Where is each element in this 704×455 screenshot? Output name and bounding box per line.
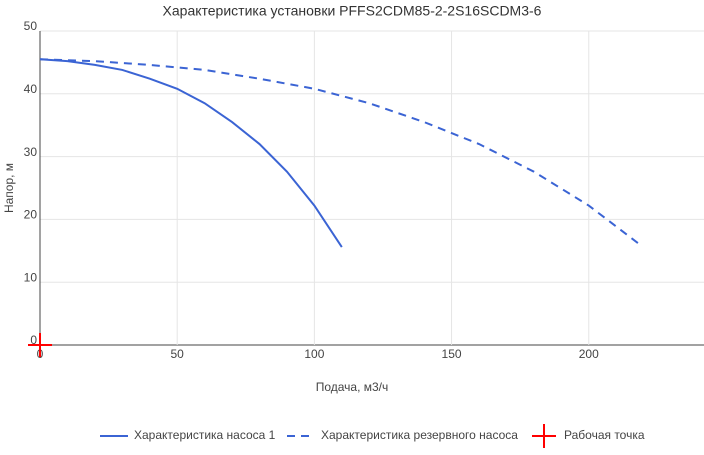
series-line	[39, 58, 343, 248]
legend-symbol	[532, 424, 556, 448]
y-tick-label: 40	[24, 82, 38, 96]
x-axis-label: Подача, м3/ч	[316, 380, 389, 394]
x-tick-label: 50	[171, 347, 185, 361]
y-tick-label: 30	[24, 145, 38, 159]
legend-label[interactable]: Рабочая точка	[564, 428, 645, 442]
legend-label[interactable]: Характеристика резервного насоса	[321, 428, 518, 442]
working-point	[28, 333, 52, 357]
x-tick-label: 100	[304, 347, 324, 361]
y-tick-label: 0	[30, 333, 37, 347]
chart-title: Характеристика установки PFFS2CDM85-2-2S…	[163, 3, 542, 19]
series-line	[39, 58, 639, 245]
y-axis-label: Напор, м	[2, 163, 16, 213]
y-tick-label: 50	[24, 19, 38, 33]
x-tick-label: 200	[579, 347, 599, 361]
legend-label[interactable]: Характеристика насоса 1	[134, 428, 276, 442]
y-tick-label: 10	[24, 270, 38, 284]
x-tick-label: 150	[442, 347, 462, 361]
y-tick-label: 20	[24, 208, 38, 222]
